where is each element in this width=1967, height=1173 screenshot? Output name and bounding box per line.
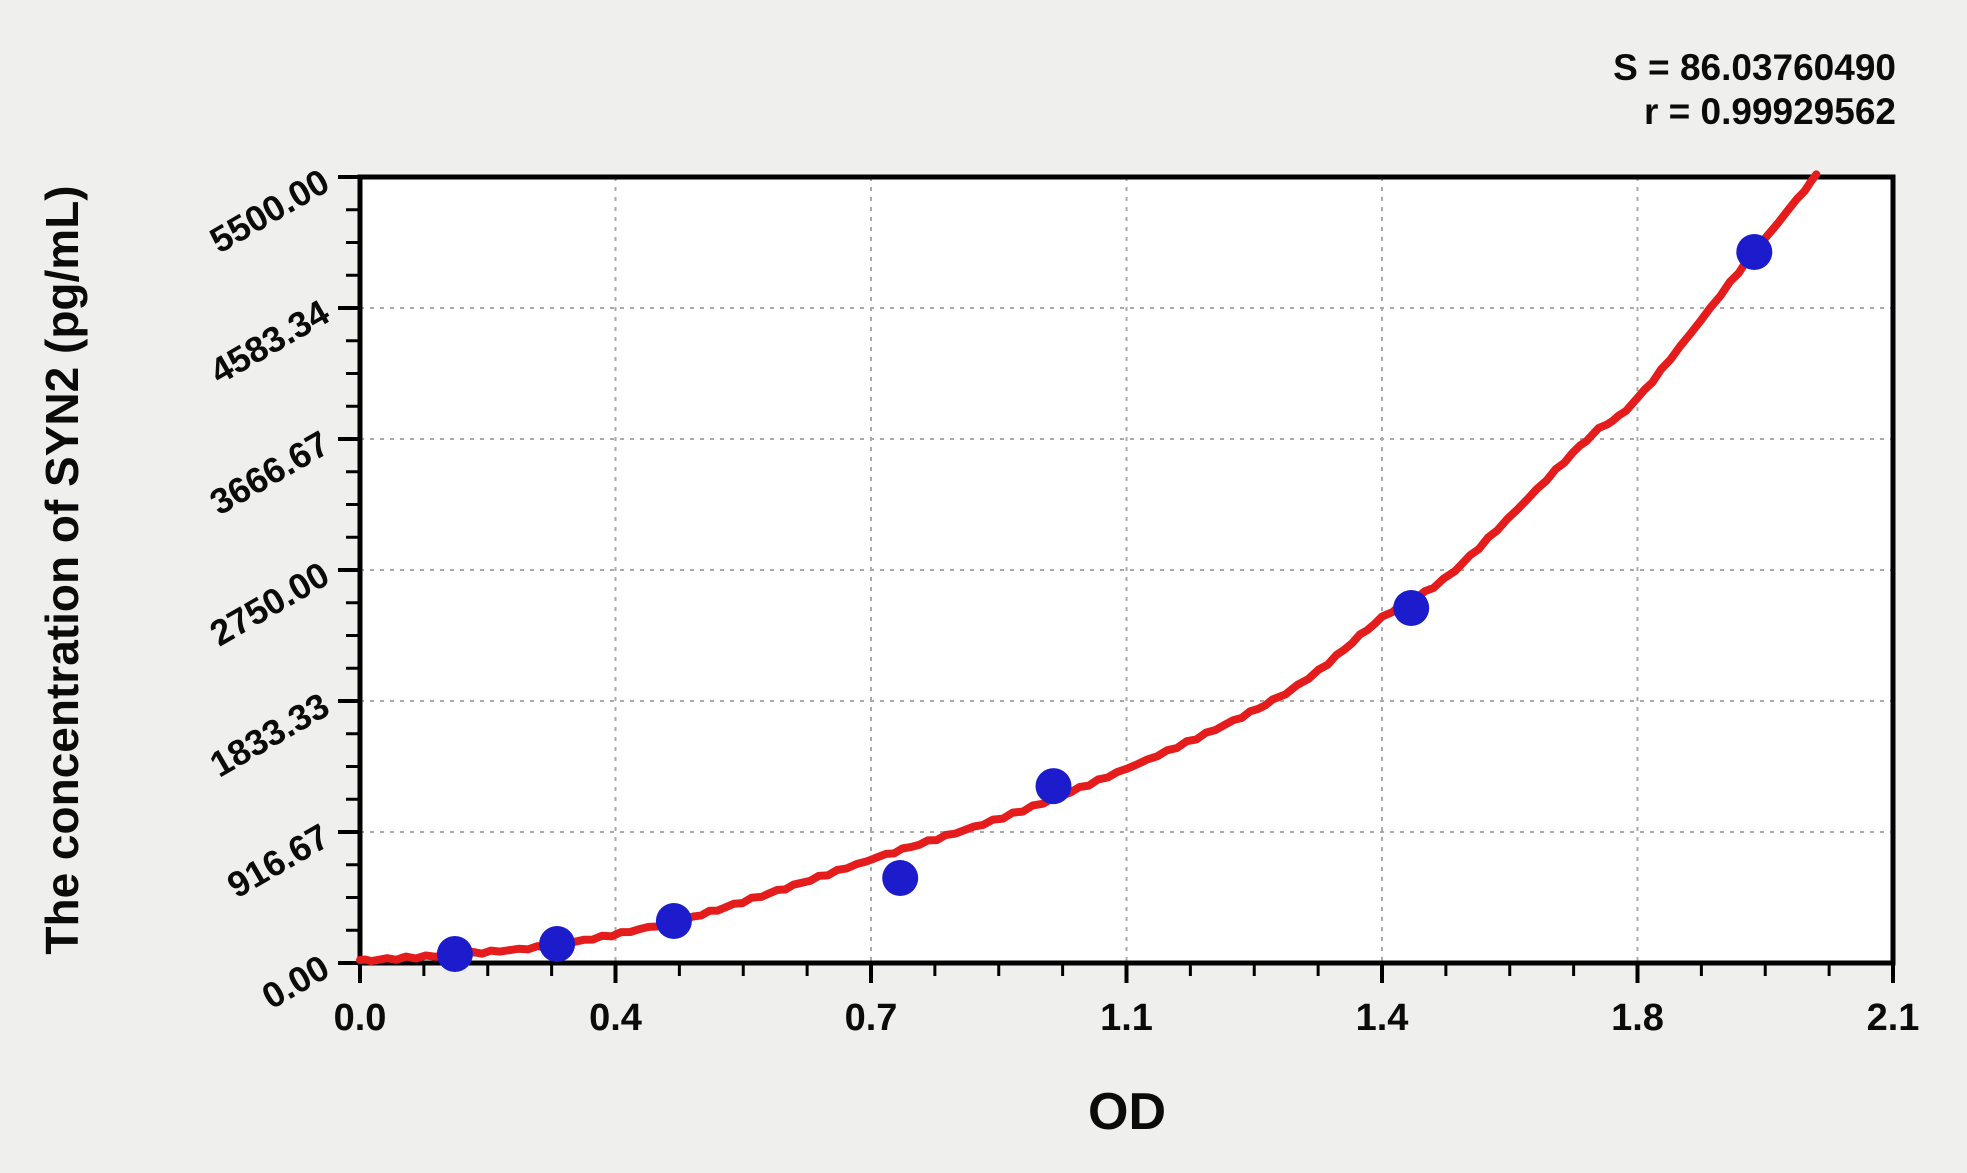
y-axis-title: The concentration of SYN2 (pg/mL) (36, 185, 88, 955)
data-point (539, 925, 576, 962)
x-tick-label: 1.1 (1100, 997, 1153, 1039)
x-tick-label: 1.8 (1611, 997, 1664, 1039)
x-tick-label: 0.4 (589, 997, 642, 1039)
y-tick-label: 4583.34 (203, 291, 336, 392)
data-point (1736, 234, 1773, 271)
x-tick-label: 0.7 (845, 997, 898, 1039)
data-point (436, 935, 473, 972)
y-tick-label: 5500.00 (203, 160, 336, 261)
x-axis-title: OD (1088, 1083, 1166, 1141)
data-point (655, 902, 692, 939)
x-tick-label: 0.0 (334, 997, 387, 1039)
standard-curve-line (356, 170, 1821, 966)
fit-stat-r: r = 0.99929562 (1643, 91, 1896, 132)
x-tick-label: 1.4 (1356, 997, 1409, 1039)
data-point (1035, 768, 1072, 805)
fit-statistics: S = 86.03760490 r = 0.99929562 (1613, 46, 1896, 134)
y-tick-label: 2750.00 (203, 553, 336, 654)
fit-stat-s: S = 86.03760490 (1613, 47, 1896, 88)
y-tick-label: 1833.33 (203, 684, 336, 785)
y-tick-label: 3666.67 (203, 422, 336, 523)
y-tick-label: 0.00 (255, 946, 336, 1017)
data-point (1393, 590, 1430, 627)
plot-border (357, 174, 1896, 966)
x-tick-label: 2.1 (1867, 997, 1920, 1039)
data-point (882, 859, 919, 896)
y-tick-label: 916.67 (220, 815, 336, 906)
